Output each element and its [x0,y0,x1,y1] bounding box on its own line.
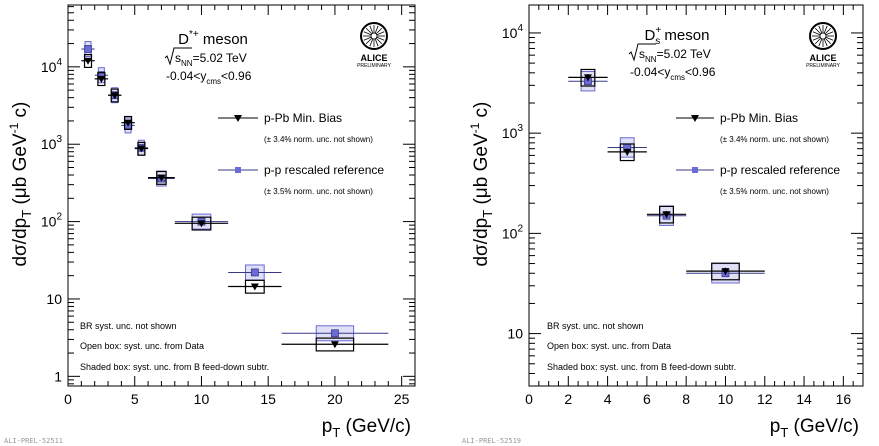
syst-note: BR syst. unc. not shown [547,321,644,331]
ppb-point [137,145,146,153]
ppb-point [110,92,119,100]
sqrt-symbol [164,47,192,66]
alice-logo-core [819,32,827,40]
syst-note: Shaded box: syst. unc. from B feed-down … [80,362,269,372]
x-tick-label: 8 [682,391,690,407]
legend-marker-square [692,167,698,173]
x-tick-label: 15 [260,391,276,407]
legend-marker-square [235,167,241,173]
rapidity-label: -0.04<ycms<0.96 [166,69,252,86]
chart-title: D+ s meson [645,25,710,47]
x-tick-label: 6 [643,391,651,407]
legend-marker-triangle [234,115,242,122]
y-axis-title: dσ/dpT (μb GeV-1 c) [7,102,34,267]
chart-title: D*+ meson [178,29,248,48]
panel-ds: 0 2 4 6 8 10 12 14 16 10 102 103 104 pT (GeV/c) dσ/dpT… [462,4,864,445]
legend-label: p-p rescaled reference [264,163,384,177]
x-tick-label: 5 [131,391,139,407]
y-tick-label: 103 [502,123,524,141]
preliminary-id: ALI-PREL-52511 [4,437,63,445]
preliminary-label: PRELIMINARY [806,63,840,69]
ppb-point [623,148,632,156]
legend-norm-note: (± 3.4% norm. unc. not shown) [264,135,373,144]
ppb-point [250,283,259,291]
y-tick-label: 102 [41,212,63,230]
syst-note: Shaded box: syst. unc. from B feed-down … [547,362,736,372]
x-tick-label: 0 [64,391,72,407]
ppb-point [721,268,730,276]
preliminary-label: PRELIMINARY [357,63,391,69]
y-tick-label: 1 [54,368,62,384]
legend-norm-note: (± 3.4% norm. unc. not shown) [720,135,829,144]
x-tick-label: 4 [604,391,612,407]
legend-norm-note: (± 3.5% norm. unc. not shown) [264,187,373,196]
ppb-point [97,75,106,83]
legend-label: p-p rescaled reference [720,163,840,177]
alice-logo-ring [360,22,388,50]
y-tick-label: 103 [41,134,63,152]
ppb-point [197,220,206,228]
ppb-point [124,119,133,127]
ppb-point [662,211,671,219]
x-tick-label: 16 [836,391,852,407]
y-axis-title: dσ/dpT (μb GeV-1 c) [468,102,495,267]
energy-label: sNN=5.02 TeV [639,47,711,64]
alice-logo-ring [809,22,837,50]
syst-note: BR syst. unc. not shown [80,321,177,331]
alice-logo-text: ALICE [810,53,837,63]
x-tick-label: 20 [327,391,343,407]
x-tick-label: 14 [796,391,812,407]
x-axis-title: pT (GeV/c) [770,416,859,440]
syst-note: Open box: syst. unc. from Data [80,341,204,351]
x-axis-title: pT (GeV/c) [322,416,411,440]
ppb-point [157,174,166,182]
y-tick-label: 10 [507,326,523,342]
x-tick-label: 0 [525,391,533,407]
y-tick-label: 104 [41,57,63,75]
y-tick-label: 104 [502,23,524,41]
x-tick-label: 10 [194,391,210,407]
y-tick-label: 10 [46,291,62,307]
pp-point [331,329,339,338]
x-tick-label: 12 [757,391,773,407]
sqrt-symbol [628,43,656,62]
legend-label: p-Pb Min. Bias [264,111,342,125]
y-tick-label: 102 [502,223,524,241]
preliminary-id: ALI-PREL-52519 [462,437,521,445]
ppb-point [583,74,592,82]
panel-dstar: 0 5 10 15 20 25 1 10 102 103 104 pT (GeV/c) dσ/dpT (… [4,4,416,445]
energy-label: sNN=5.02 TeV [175,51,247,68]
ppb-point [84,57,93,65]
alice-logo-text: ALICE [361,53,388,63]
ppb-point [330,341,339,349]
x-tick-label: 25 [394,391,410,407]
x-tick-label: 10 [718,391,734,407]
x-tick-label: 2 [564,391,572,407]
legend-norm-note: (± 3.5% norm. unc. not shown) [720,187,829,196]
legend-marker-triangle [691,115,699,122]
legend-label: p-Pb Min. Bias [720,111,798,125]
rapidity-label: -0.04<ycms<0.96 [630,65,716,82]
pp-point [84,45,92,53]
alice-logo-core [370,32,378,40]
syst-note: Open box: syst. unc. from Data [547,341,671,351]
pp-point [250,268,259,277]
